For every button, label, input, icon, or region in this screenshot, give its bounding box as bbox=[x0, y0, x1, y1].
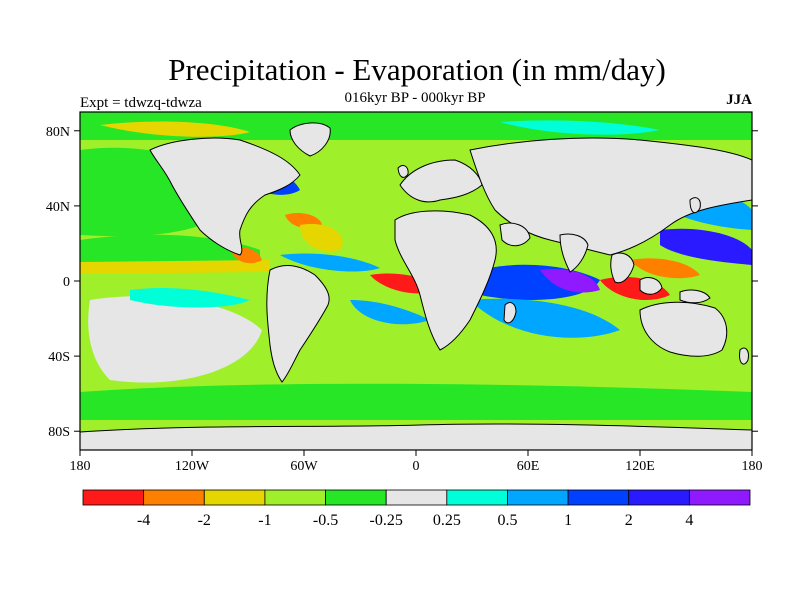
lon-tick-label: 120W bbox=[175, 459, 210, 474]
landmass-india bbox=[559, 233, 589, 273]
colorbar-label: -2 bbox=[198, 512, 211, 529]
lon-tick-label: 0 bbox=[413, 459, 420, 474]
colorbar-label: -4 bbox=[137, 512, 150, 529]
lat-tick-label: 40S bbox=[48, 350, 70, 365]
experiment-label: Expt = tdwzq-tdwza bbox=[80, 95, 202, 111]
lat-tick-label: 0 bbox=[63, 275, 70, 290]
colorbar-box bbox=[385, 489, 448, 506]
colorbar-labels: -4 -2 -1 -0.5 -0.25 0.25 0.5 1 2 4 bbox=[137, 512, 693, 529]
chart-title: Precipitation - Evaporation (in mm/day) bbox=[168, 52, 666, 87]
lon-tick-label: 120E bbox=[625, 459, 655, 474]
patch-arctic-cyan bbox=[500, 120, 660, 135]
landmass-antarctica bbox=[80, 423, 752, 450]
lat-tick-label: 80S bbox=[48, 425, 70, 440]
colorbar-box bbox=[446, 489, 508, 506]
colorbar-box bbox=[325, 489, 387, 506]
map-panel: 80N 40N 0 40S 80S 180 120W 60W 0 60E 120E 180 bbox=[46, 111, 763, 474]
colorbar-box bbox=[264, 489, 326, 506]
colorbar: -4 -2 -1 -0.5 -0.25 0.25 0.5 1 2 4 bbox=[82, 489, 751, 529]
landmass-north-america bbox=[149, 137, 301, 256]
colorbar-boxes bbox=[82, 489, 751, 506]
lat-ticks bbox=[74, 130, 758, 432]
lon-tick-label: 180 bbox=[70, 459, 91, 474]
lat-tick-labels: 80N 40N 0 40S 80S bbox=[46, 125, 70, 440]
colorbar-box bbox=[143, 489, 205, 506]
colorbar-box bbox=[203, 489, 266, 506]
landmass-asia bbox=[469, 137, 752, 256]
patch-west-pacific-blue bbox=[660, 228, 752, 265]
patch-west-pacific-orange bbox=[630, 258, 700, 279]
landmass-british-isles bbox=[397, 165, 409, 178]
colorbar-label: 0.5 bbox=[497, 512, 517, 529]
colorbar-label: 1 bbox=[564, 512, 572, 529]
patch-south-atlantic-blue bbox=[350, 300, 430, 325]
patch-indian-ocean-purple bbox=[540, 269, 600, 293]
patch-tropical-atlantic-blue bbox=[280, 253, 380, 272]
landmass-new-zealand bbox=[739, 347, 749, 365]
landmass-south-america bbox=[266, 264, 330, 383]
landmass-madagascar bbox=[503, 302, 517, 324]
patch-south-pacific-cyan bbox=[130, 288, 250, 308]
colorbar-label: 2 bbox=[625, 512, 633, 529]
lon-ticks bbox=[79, 450, 753, 456]
colorbar-label: 4 bbox=[685, 512, 693, 529]
colorbar-box bbox=[507, 489, 569, 506]
land-masses bbox=[80, 122, 752, 450]
patch-southern-ocean-green bbox=[80, 383, 752, 420]
colorbar-box bbox=[688, 489, 751, 506]
landmass-arabia bbox=[499, 222, 531, 247]
colorbar-label: -0.5 bbox=[313, 512, 338, 529]
landmass-japan bbox=[689, 197, 701, 214]
patch-arctic-yellow bbox=[100, 121, 250, 137]
lon-tick-label: 60E bbox=[517, 459, 540, 474]
patch-atlantic-yellow bbox=[300, 224, 343, 252]
landmass-new-guinea bbox=[679, 289, 711, 304]
colorbar-label: -1 bbox=[258, 512, 271, 529]
chart-subtitle: 016kyr BP - 000kyr BP bbox=[344, 90, 486, 106]
lon-tick-label: 180 bbox=[742, 459, 763, 474]
lat-tick-label: 40N bbox=[46, 200, 70, 215]
lon-tick-label: 60W bbox=[290, 459, 318, 474]
landmass-africa bbox=[394, 210, 497, 351]
patch-south-pacific-white bbox=[88, 296, 263, 383]
colorbar-label: -0.25 bbox=[370, 512, 403, 529]
patch-tropical-pacific-band bbox=[80, 260, 270, 274]
landmass-australia bbox=[639, 301, 728, 357]
lon-tick-labels: 180 120W 60W 0 60E 120E 180 bbox=[70, 459, 763, 474]
lat-tick-label: 80N bbox=[46, 125, 70, 140]
colorbar-box bbox=[82, 489, 145, 506]
colorbar-box bbox=[628, 489, 690, 506]
landmass-borneo bbox=[639, 277, 663, 295]
landmass-greenland bbox=[289, 122, 331, 157]
colorbar-label: 0.25 bbox=[433, 512, 461, 529]
season-label: JJA bbox=[726, 92, 752, 108]
landmass-southeast-asia bbox=[610, 252, 635, 284]
colorbar-box bbox=[567, 489, 630, 506]
